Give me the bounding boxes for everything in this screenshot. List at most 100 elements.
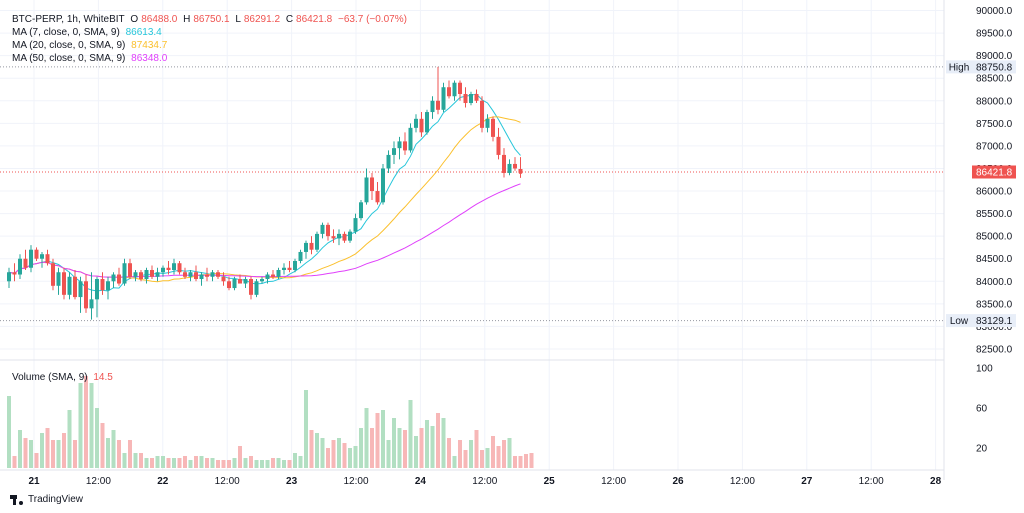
candle-body — [326, 224, 330, 237]
volume-bar — [375, 413, 380, 468]
candle-body — [463, 94, 468, 104]
candle-body — [95, 279, 99, 300]
candle-body — [425, 112, 429, 133]
candle-body — [491, 118, 495, 137]
candle-body — [183, 272, 187, 277]
volume-bar — [221, 460, 226, 468]
candle-body — [502, 154, 506, 173]
price-tick-label: 87000.0 — [976, 141, 1013, 152]
candle-body — [254, 281, 259, 295]
candle-body — [12, 272, 17, 275]
candle-body — [23, 258, 28, 268]
volume-bar — [106, 438, 110, 468]
high-label: H — [183, 14, 191, 25]
candle-body — [414, 118, 418, 128]
candle-body — [397, 141, 402, 149]
volume-bar — [73, 440, 77, 468]
price-tick-label: 85000.0 — [976, 232, 1013, 243]
candle-body — [359, 202, 363, 219]
volume-bar — [188, 460, 193, 468]
time-tick-label: 21 — [28, 476, 40, 487]
volume-bar — [7, 396, 11, 468]
candle-body — [29, 249, 33, 268]
candle-body — [298, 251, 303, 261]
volume-bar — [485, 448, 490, 468]
price-tick-label: 84500.0 — [976, 254, 1013, 265]
candle-body — [111, 274, 116, 282]
ma7-value: 86613.4 — [125, 27, 162, 38]
candle-body — [199, 274, 204, 280]
volume-bar — [150, 458, 154, 468]
high-tag-bg — [946, 60, 972, 74]
volume-bar — [172, 458, 176, 468]
volume-label: Volume (SMA, 9) — [12, 372, 88, 383]
candle-body — [128, 263, 132, 277]
price-tick-label: 83000.0 — [976, 322, 1013, 333]
volume-bar — [161, 456, 165, 468]
volume-bar — [403, 430, 407, 468]
volume-bar — [502, 440, 506, 468]
candle-body — [507, 163, 512, 173]
volume-bar — [89, 383, 94, 468]
candle-body — [265, 274, 270, 280]
volume-bar — [463, 450, 468, 468]
candle-body — [364, 177, 369, 203]
volume-bar — [227, 460, 231, 468]
volume-bar — [177, 458, 182, 468]
volume-bar — [370, 428, 374, 468]
candle-body — [309, 242, 314, 250]
open-value: 86488.0 — [141, 14, 178, 25]
volume-bar — [18, 430, 22, 468]
open-label: O — [130, 14, 139, 25]
candle-body — [172, 263, 176, 270]
candle-body — [348, 231, 352, 241]
volume-bar — [298, 456, 303, 468]
volume-bar — [518, 456, 523, 468]
ma7-legend: MA (7, close, 0, SMA, 9) 86613.4 — [12, 27, 165, 39]
time-tick-label: 24 — [415, 476, 427, 487]
volume-bar — [326, 448, 330, 468]
volume-bar — [265, 460, 270, 468]
candle-body — [469, 94, 473, 104]
candle-body — [232, 279, 237, 289]
high-value: 86750.1 — [193, 14, 230, 25]
time-tick-label: 12:00 — [601, 476, 626, 487]
volume-bar — [425, 420, 429, 468]
candle-body — [84, 281, 88, 309]
ma20-value: 87434.7 — [131, 40, 168, 51]
volume-bar — [122, 453, 127, 468]
volume-bar — [408, 400, 413, 468]
volume-bar — [496, 446, 501, 468]
candle-body — [271, 274, 275, 277]
last-price-value-label: 86421.8 — [976, 167, 1013, 178]
price-tick-label: 88000.0 — [976, 96, 1013, 107]
moving-averages — [8, 93, 521, 292]
volume-bar — [271, 458, 275, 468]
volume-bar — [111, 430, 116, 468]
volume-legend: Volume (SMA, 9) 14.5 — [12, 372, 116, 384]
price-tick-label: 87500.0 — [976, 119, 1013, 130]
candle-body — [331, 236, 336, 239]
price-tick-label: 84000.0 — [976, 277, 1013, 288]
volume-bar — [56, 440, 61, 468]
close-label: C — [285, 14, 294, 25]
volume-bar — [45, 428, 50, 468]
volume-bar — [414, 436, 418, 468]
candle-body — [287, 267, 292, 270]
candle-body — [513, 163, 517, 169]
time-tick-label: 23 — [286, 476, 298, 487]
volume-bar — [34, 453, 39, 468]
volume-bars — [7, 376, 534, 468]
tradingview-branding[interactable]: TradingView — [10, 494, 83, 505]
candle-body — [419, 118, 424, 133]
volume-bar — [320, 438, 325, 468]
volume-bar — [397, 428, 402, 468]
candle-body — [458, 82, 462, 94]
candle-body — [139, 272, 143, 280]
time-tick-label: 12:00 — [472, 476, 497, 487]
price-tick-label: 90000.0 — [976, 6, 1013, 17]
high-value-label: 88750.8 — [976, 62, 1013, 73]
candle-body — [78, 281, 83, 298]
candle-body — [474, 94, 479, 101]
